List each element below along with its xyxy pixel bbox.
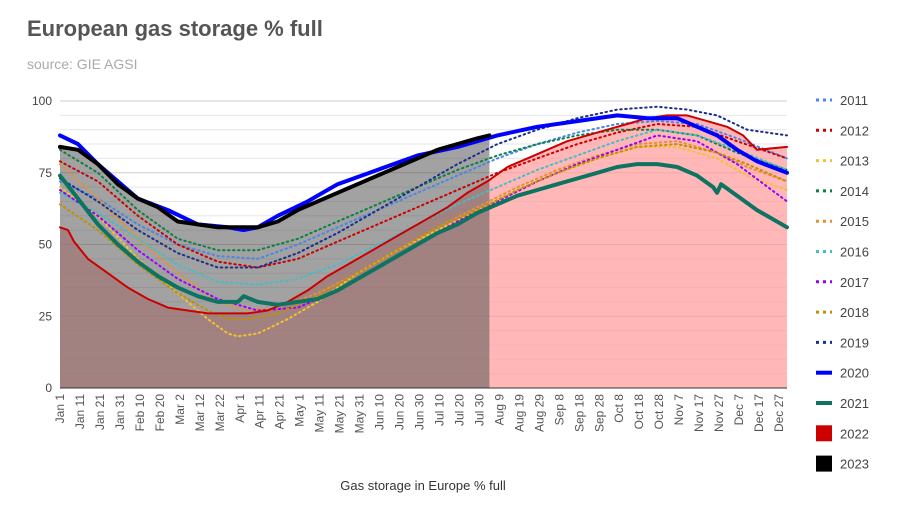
y-tick-label: 0 bbox=[45, 381, 52, 395]
x-tick-label: Jun 20 bbox=[393, 394, 407, 430]
x-tick-label: Apr 1 bbox=[233, 394, 247, 423]
chart-subtitle: source: GIE AGSI bbox=[27, 56, 138, 72]
x-tick-label: Sep 18 bbox=[572, 394, 586, 432]
x-tick-label: Aug 19 bbox=[512, 394, 526, 432]
legend-label-2014: 2014 bbox=[840, 184, 869, 199]
x-tick-label: Jul 30 bbox=[472, 394, 486, 426]
legend-label-2018: 2018 bbox=[840, 305, 869, 320]
x-tick-label: May 21 bbox=[333, 394, 347, 434]
x-tick-label: Nov 17 bbox=[692, 394, 706, 432]
legend-label-2015: 2015 bbox=[840, 214, 869, 229]
x-tick-label: Jan 31 bbox=[113, 394, 127, 430]
x-tick-label: Jan 1 bbox=[53, 394, 67, 424]
legend-layer: 2011 2012 2013 2014 2015 2016 2017 2018 2019 2020… bbox=[816, 93, 869, 472]
legend-label-2021: 2021 bbox=[840, 396, 869, 411]
line-layer bbox=[58, 105, 789, 338]
x-tick-label: Jul 20 bbox=[452, 394, 466, 426]
x-tick-label: May 31 bbox=[353, 394, 367, 434]
series-line-2012 bbox=[59, 123, 788, 269]
x-tick-label: May 11 bbox=[313, 394, 327, 433]
series-line-2015 bbox=[59, 140, 788, 312]
x-tick-label: Sep 28 bbox=[592, 394, 606, 432]
legend-label-2023: 2023 bbox=[840, 457, 869, 472]
y-tick-label: 75 bbox=[39, 166, 53, 180]
x-tick-label: May 1 bbox=[293, 394, 307, 427]
x-tick-label: Jun 30 bbox=[413, 394, 427, 430]
axis-layer: 0 25 50 75 100 Jan 1 Jan 11 Jan 21 Jan 31 Feb 10 F… bbox=[32, 94, 787, 433]
x-tick-label: Nov 27 bbox=[712, 394, 726, 432]
x-tick-label: Oct 18 bbox=[632, 394, 646, 430]
legend-label-2022: 2022 bbox=[840, 426, 869, 441]
legend-label-2019: 2019 bbox=[840, 335, 869, 350]
x-tick-label: Dec 27 bbox=[772, 394, 786, 432]
x-tick-label: Feb 10 bbox=[133, 394, 147, 432]
x-axis-label: Gas storage in Europe % full bbox=[340, 478, 506, 493]
legend-label-2017: 2017 bbox=[840, 275, 869, 290]
y-tick-label: 25 bbox=[39, 309, 53, 323]
y-tick-label: 100 bbox=[32, 94, 52, 108]
legend-label-2013: 2013 bbox=[840, 154, 869, 169]
x-tick-label: Mar 12 bbox=[193, 394, 207, 432]
x-tick-label: Feb 20 bbox=[153, 394, 167, 432]
series-line-2023 bbox=[58, 133, 492, 230]
legend-swatch-2022 bbox=[816, 425, 832, 442]
legend-swatch-2023 bbox=[816, 455, 832, 472]
legend-label-2016: 2016 bbox=[840, 245, 869, 260]
x-tick-label: Dec 17 bbox=[752, 394, 766, 432]
y-tick-label: 50 bbox=[39, 238, 53, 252]
series-line-2019 bbox=[59, 105, 788, 269]
x-tick-label: Aug 9 bbox=[492, 394, 506, 426]
x-tick-label: Oct 8 bbox=[612, 394, 626, 423]
x-tick-label: Jun 10 bbox=[373, 394, 387, 430]
series-line-2021 bbox=[58, 162, 789, 307]
x-tick-label: Nov 7 bbox=[672, 394, 686, 426]
x-tick-label: Mar 2 bbox=[173, 394, 187, 425]
x-tick-label: Jan 21 bbox=[93, 394, 107, 430]
x-tick-label: Oct 28 bbox=[652, 394, 666, 430]
legend-label-2011: 2011 bbox=[840, 93, 868, 108]
x-tick-label: Jul 10 bbox=[432, 394, 446, 426]
legend-label-2020: 2020 bbox=[840, 366, 869, 381]
series-line-2018 bbox=[59, 143, 788, 321]
chart-title: European gas storage % full bbox=[27, 16, 323, 41]
x-tick-label: Dec 7 bbox=[732, 394, 746, 426]
series-line-2011 bbox=[59, 120, 788, 260]
legend-label-2012: 2012 bbox=[840, 123, 869, 138]
x-tick-label: Mar 22 bbox=[213, 394, 227, 432]
x-tick-label: Apr 11 bbox=[253, 394, 267, 429]
x-tick-label: Sep 8 bbox=[552, 394, 566, 426]
series-line-2016 bbox=[59, 128, 788, 286]
x-tick-label: Apr 21 bbox=[273, 394, 287, 430]
x-tick-label: Jan 11 bbox=[73, 394, 87, 429]
x-tick-label: Aug 29 bbox=[532, 394, 546, 432]
